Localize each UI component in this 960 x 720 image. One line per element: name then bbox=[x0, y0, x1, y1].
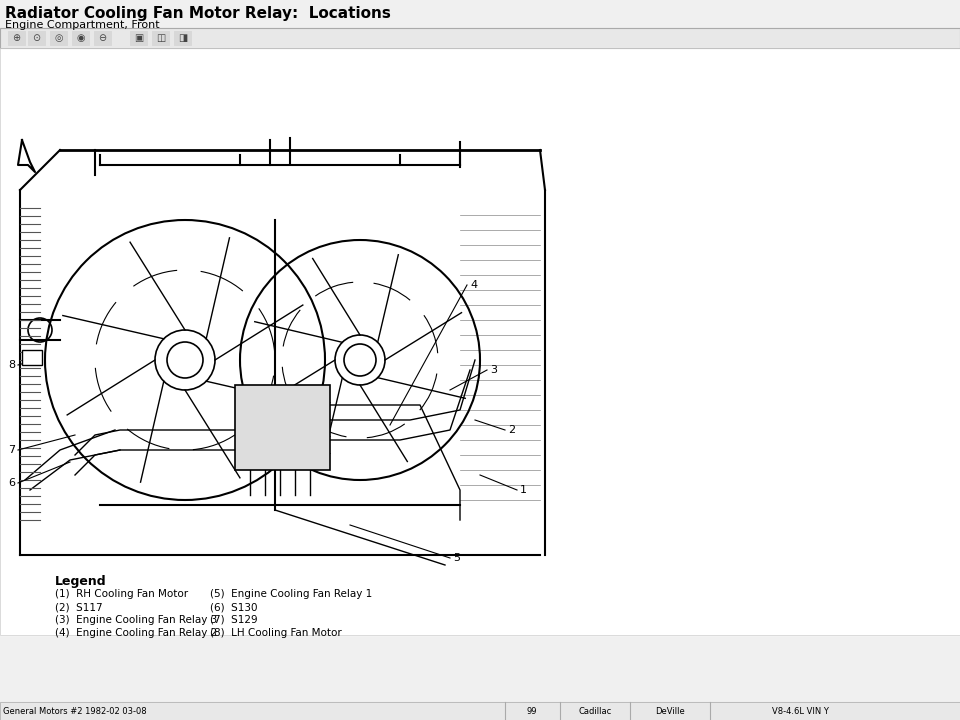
Bar bbox=[0, 28, 960, 48]
Bar bbox=[0, 48, 960, 635]
Text: ◉: ◉ bbox=[76, 33, 84, 43]
Bar bbox=[0, 702, 960, 720]
Text: ▣: ▣ bbox=[133, 33, 143, 43]
Text: Legend: Legend bbox=[55, 575, 107, 588]
Text: ◨: ◨ bbox=[178, 33, 187, 43]
Bar bbox=[0, 28, 960, 48]
Text: (6)  S130: (6) S130 bbox=[210, 602, 257, 612]
Text: ⊙: ⊙ bbox=[33, 33, 40, 43]
Text: (5)  Engine Cooling Fan Relay 1: (5) Engine Cooling Fan Relay 1 bbox=[210, 589, 372, 599]
Bar bbox=[0, 702, 960, 720]
Bar bbox=[8, 31, 25, 45]
Text: ⊕: ⊕ bbox=[12, 33, 20, 43]
Text: ◫: ◫ bbox=[156, 33, 165, 43]
Text: 99: 99 bbox=[527, 706, 538, 716]
Text: (7)  S129: (7) S129 bbox=[210, 615, 257, 625]
Text: Radiator Cooling Fan Motor Relay:  Locations: Radiator Cooling Fan Motor Relay: Locati… bbox=[5, 6, 391, 20]
Bar bbox=[28, 31, 45, 45]
Text: 6: 6 bbox=[8, 478, 15, 488]
Bar bbox=[0, 48, 960, 635]
Text: 5: 5 bbox=[453, 553, 460, 563]
Bar bbox=[72, 31, 89, 45]
Bar bbox=[174, 31, 191, 45]
Text: (3)  Engine Cooling Fan Relay 3: (3) Engine Cooling Fan Relay 3 bbox=[55, 615, 217, 625]
Bar bbox=[152, 31, 169, 45]
Text: ⊖: ⊖ bbox=[99, 33, 107, 43]
Text: DeVille: DeVille bbox=[655, 706, 684, 716]
Text: 3: 3 bbox=[490, 365, 497, 375]
Text: 1: 1 bbox=[520, 485, 527, 495]
Bar bbox=[50, 31, 67, 45]
Bar bbox=[94, 31, 111, 45]
Text: General Motors #2 1982-02 03-08: General Motors #2 1982-02 03-08 bbox=[3, 706, 147, 716]
Circle shape bbox=[167, 342, 203, 378]
Text: ◎: ◎ bbox=[55, 33, 62, 43]
Text: (1)  RH Cooling Fan Motor: (1) RH Cooling Fan Motor bbox=[55, 589, 188, 599]
Text: (2)  S117: (2) S117 bbox=[55, 602, 103, 612]
Text: (4)  Engine Cooling Fan Relay 2: (4) Engine Cooling Fan Relay 2 bbox=[55, 628, 217, 638]
Bar bbox=[130, 31, 147, 45]
Text: V8-4.6L VIN Y: V8-4.6L VIN Y bbox=[772, 706, 828, 716]
Circle shape bbox=[344, 344, 376, 376]
Text: (8)  LH Cooling Fan Motor: (8) LH Cooling Fan Motor bbox=[210, 628, 342, 638]
Text: 7: 7 bbox=[8, 445, 15, 455]
Bar bbox=[22, 350, 42, 365]
Bar bbox=[235, 385, 330, 470]
Text: 4: 4 bbox=[470, 280, 477, 290]
Text: 8: 8 bbox=[8, 360, 15, 370]
Text: Cadillac: Cadillac bbox=[578, 706, 612, 716]
Bar bbox=[0, 0, 960, 30]
Text: 2: 2 bbox=[508, 425, 516, 435]
Text: Engine Compartment, Front: Engine Compartment, Front bbox=[5, 20, 159, 30]
